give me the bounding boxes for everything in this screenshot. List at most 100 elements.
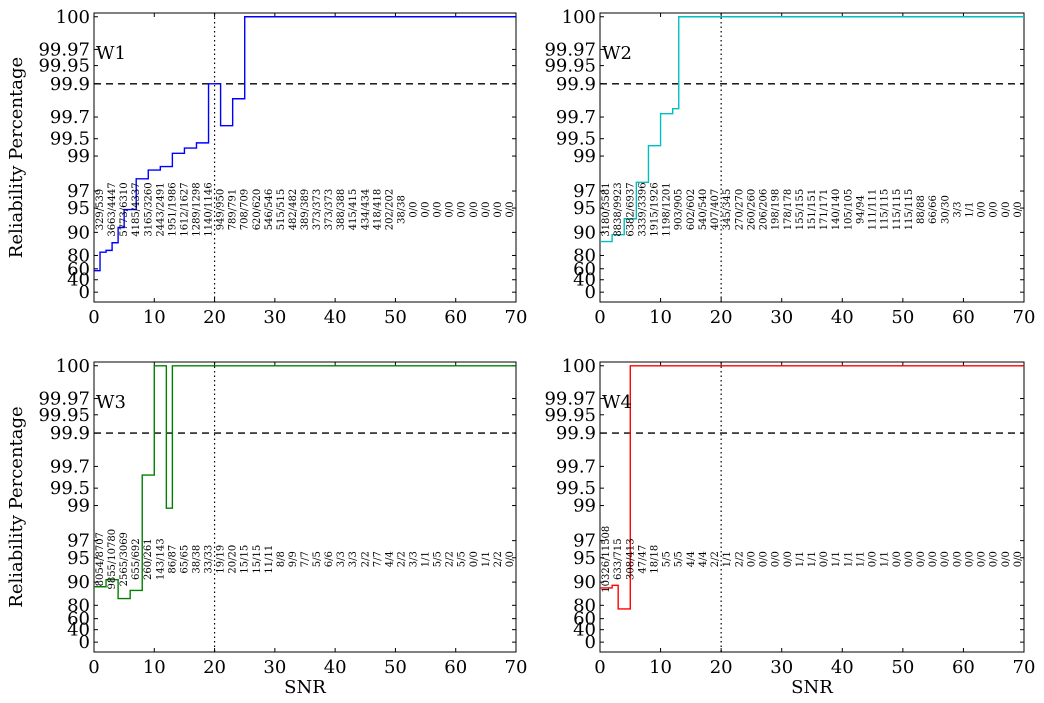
y-tick-label: 97 — [67, 531, 90, 552]
y-tick-label: 80 — [573, 245, 596, 266]
y-tick-label: 99 — [573, 496, 596, 517]
count-label: 3/3 — [952, 201, 963, 217]
count-label: 66/66 — [928, 195, 939, 224]
y-tick-label: 60 — [573, 259, 596, 280]
count-label: 270/270 — [734, 189, 745, 231]
x-tick-label: 0 — [594, 657, 605, 678]
count-label: 602/602 — [686, 189, 697, 231]
count-label: 1/1 — [795, 551, 806, 567]
count-label: 15/15 — [240, 545, 251, 574]
y-tick-label: 40 — [67, 620, 90, 641]
count-label: 260/260 — [746, 189, 757, 231]
count-label: 206/206 — [759, 189, 770, 231]
count-label: 0/0 — [469, 551, 480, 567]
y-tick-label: 100 — [56, 7, 90, 28]
x-tick-label: 30 — [770, 307, 793, 328]
count-label: 3/3 — [348, 551, 359, 567]
count-label: 115/115 — [880, 189, 891, 231]
x-tick-label: 60 — [444, 657, 467, 678]
count-label: 0/0 — [916, 551, 927, 567]
x-tick-label: 20 — [203, 307, 226, 328]
y-tick-label: 40 — [573, 620, 596, 641]
plot-frame — [93, 361, 517, 653]
plot-frame — [599, 12, 1025, 303]
count-label: 0/0 — [493, 201, 504, 217]
count-label: 1951/1986 — [167, 182, 178, 236]
x-tick-label: 60 — [444, 307, 467, 328]
y-tick-label: 99.5 — [50, 129, 90, 150]
y-tick-label: 99.7 — [556, 456, 596, 477]
count-label: 111/111 — [868, 189, 879, 231]
x-tick-label: 40 — [324, 657, 347, 678]
count-label: 155/155 — [795, 189, 806, 231]
count-label: 3165/3260 — [143, 182, 154, 236]
y-tick-label: 97 — [573, 181, 596, 202]
count-label: 0/0 — [1013, 201, 1024, 217]
count-label: 407/407 — [710, 189, 721, 231]
count-label: 33/33 — [204, 545, 215, 574]
count-label: 178/178 — [783, 189, 794, 231]
count-label: 38/38 — [191, 545, 202, 574]
count-label: 0/0 — [746, 551, 757, 567]
count-label: 8/8 — [276, 551, 287, 567]
y-tick-label: 99.5 — [50, 478, 90, 499]
count-label: 515/515 — [276, 189, 287, 231]
y-tick-label: 99.5 — [556, 129, 596, 150]
count-label: 329/539 — [95, 189, 106, 231]
count-label: 0/0 — [421, 201, 432, 217]
count-label: 482/482 — [288, 189, 299, 231]
x-tick-label: 40 — [324, 307, 347, 328]
count-label: 5/5 — [433, 551, 444, 567]
count-label: 2/2 — [734, 551, 745, 567]
y-tick-label: 40 — [67, 270, 90, 291]
panel-label: W1 — [96, 43, 126, 64]
count-label: 2/2 — [493, 551, 504, 567]
count-label: 0/0 — [409, 201, 420, 217]
count-label: 1/1 — [807, 551, 818, 567]
y-tick-label: 60 — [573, 609, 596, 630]
y-axis-label: Reliability Percentage — [6, 406, 27, 607]
count-label: 3339/3396 — [637, 182, 648, 236]
count-label: 1/1 — [481, 551, 492, 567]
count-label: 5/5 — [312, 551, 323, 567]
count-label: 418/418 — [372, 189, 383, 231]
count-label: 3180/3581 — [601, 182, 612, 236]
count-label: 140/140 — [831, 189, 842, 231]
y-tick-label: 99.95 — [38, 405, 90, 426]
y-tick-label: 99.97 — [544, 389, 596, 410]
x-tick-label: 60 — [952, 307, 975, 328]
x-tick-label: 10 — [143, 307, 166, 328]
x-tick-label: 10 — [143, 657, 166, 678]
y-tick-label: 99.7 — [50, 456, 90, 477]
count-label: 434/434 — [360, 189, 371, 231]
y-tick-label: 0 — [585, 282, 596, 303]
y-tick-label: 0 — [79, 282, 90, 303]
count-label: 0/0 — [904, 551, 915, 567]
count-label: 1140/1146 — [204, 182, 215, 236]
count-label: 540/540 — [698, 189, 709, 231]
count-label: 1915/1926 — [650, 182, 661, 236]
y-tick-label: 0 — [585, 632, 596, 653]
count-label: 38/38 — [396, 195, 407, 224]
reliability-step-series — [94, 16, 516, 272]
count-label: 4/4 — [384, 551, 395, 567]
x-axis-label: SNR — [284, 677, 326, 698]
count-label: 88/88 — [916, 195, 927, 224]
x-tick-label: 50 — [891, 657, 914, 678]
count-label: 30/30 — [940, 195, 951, 224]
count-label: 546/546 — [264, 189, 275, 231]
plot-frame — [93, 12, 517, 303]
count-label: 115/115 — [904, 189, 915, 231]
y-tick-label: 99.9 — [556, 423, 596, 444]
x-tick-label: 20 — [710, 657, 733, 678]
x-tick-label: 50 — [384, 657, 407, 678]
y-tick-label: 100 — [562, 356, 596, 377]
count-label: 1/1 — [831, 551, 842, 567]
count-label: 171/171 — [819, 189, 830, 231]
y-tick-label: 40 — [573, 270, 596, 291]
count-label: 5773/6310 — [119, 182, 130, 236]
count-label: 3/3 — [336, 551, 347, 567]
count-label: 620/620 — [252, 189, 263, 231]
y-tick-label: 97 — [573, 531, 596, 552]
y-tick-label: 95 — [67, 548, 90, 569]
